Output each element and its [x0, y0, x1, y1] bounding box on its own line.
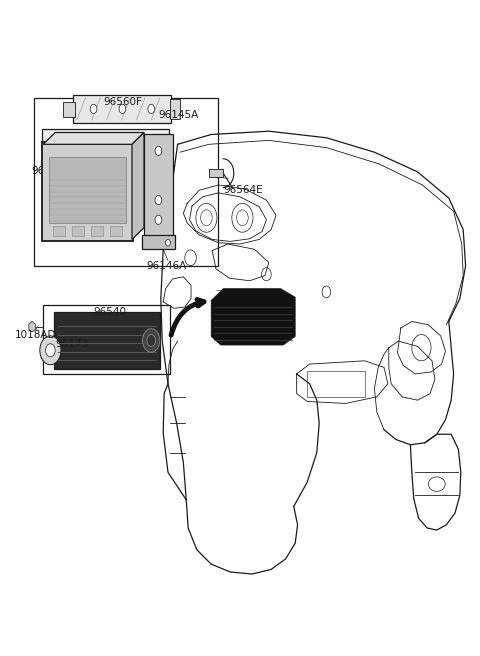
Circle shape	[90, 104, 97, 113]
FancyBboxPatch shape	[63, 102, 75, 117]
Text: 96540: 96540	[94, 306, 127, 317]
Text: 1018AD: 1018AD	[14, 329, 56, 340]
Bar	[53, 226, 65, 236]
Bar	[49, 157, 126, 223]
Circle shape	[156, 140, 161, 148]
Text: 96145C: 96145C	[31, 165, 72, 176]
Bar	[72, 226, 84, 236]
Circle shape	[143, 329, 160, 352]
Circle shape	[46, 344, 55, 357]
Bar	[142, 235, 175, 249]
Text: 96560F: 96560F	[103, 96, 142, 107]
FancyBboxPatch shape	[54, 312, 160, 369]
Circle shape	[155, 195, 162, 205]
Text: 96146A: 96146A	[146, 260, 187, 271]
Bar	[307, 371, 365, 397]
Circle shape	[155, 146, 162, 155]
Bar	[209, 169, 223, 177]
Circle shape	[119, 104, 126, 113]
Circle shape	[147, 335, 156, 346]
FancyBboxPatch shape	[42, 142, 133, 241]
Bar	[110, 226, 122, 236]
Circle shape	[156, 196, 161, 204]
Polygon shape	[211, 289, 295, 345]
Polygon shape	[43, 133, 144, 144]
FancyBboxPatch shape	[170, 99, 180, 119]
Text: 96145A: 96145A	[158, 110, 199, 120]
Text: 96173: 96173	[55, 339, 88, 350]
Bar	[91, 226, 103, 236]
FancyBboxPatch shape	[42, 129, 169, 215]
Bar	[144, 134, 173, 236]
Polygon shape	[132, 133, 144, 239]
Circle shape	[148, 104, 155, 113]
Circle shape	[155, 215, 162, 224]
FancyBboxPatch shape	[73, 95, 171, 123]
Circle shape	[50, 196, 56, 204]
Text: 96564E: 96564E	[223, 185, 263, 195]
Bar	[34, 98, 218, 266]
Bar	[43, 305, 170, 374]
Circle shape	[40, 336, 61, 365]
Circle shape	[166, 239, 170, 246]
